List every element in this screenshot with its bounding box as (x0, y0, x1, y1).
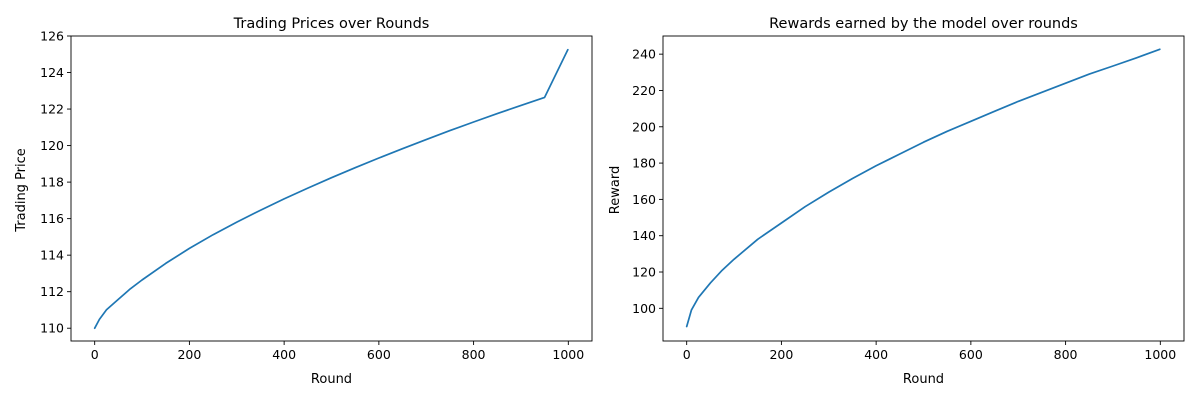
y-tick-label: 140 (632, 228, 656, 243)
x-tick-label: 0 (683, 347, 691, 362)
chart-rewards: Rewards earned by the model over rounds … (608, 16, 1185, 387)
x-tick-label: 800 (462, 347, 486, 362)
y-tick-label: 180 (632, 156, 656, 171)
y-tick-label: 120 (40, 138, 64, 153)
y-ticks: 100 120 140 160 180 200 220 240 (632, 47, 663, 316)
chart-title: Rewards earned by the model over rounds (769, 16, 1078, 32)
series-line (93, 48, 569, 330)
y-tick-label: 120 (632, 265, 656, 280)
x-axis-label: Round (311, 372, 352, 387)
x-tick-label: 1000 (1144, 347, 1176, 362)
y-tick-label: 160 (632, 192, 656, 207)
y-tick-label: 118 (40, 175, 64, 190)
y-axis-label: Trading Price (14, 148, 29, 233)
y-axis-label: Reward (608, 166, 623, 214)
x-tick-label: 400 (272, 347, 296, 362)
x-tick-label: 200 (769, 347, 793, 362)
y-tick-label: 114 (40, 248, 64, 263)
y-tick-label: 122 (40, 102, 64, 117)
y-tick-label: 100 (632, 301, 656, 316)
chart-trading-prices: Trading Prices over Rounds Round Trading… (14, 16, 593, 387)
y-tick-label: 124 (40, 65, 64, 80)
y-tick-label: 110 (40, 321, 64, 336)
series-lines (93, 48, 569, 330)
x-tick-label: 600 (367, 347, 391, 362)
x-tick-label: 400 (864, 347, 888, 362)
x-tick-label: 800 (1054, 347, 1078, 362)
x-tick-label: 600 (959, 347, 983, 362)
y-tick-label: 116 (40, 211, 64, 226)
series-line (685, 48, 1161, 328)
y-tick-label: 112 (40, 284, 64, 299)
x-axis-label: Round (903, 372, 944, 387)
x-tick-label: 0 (91, 347, 99, 362)
x-ticks: 0 200 400 600 800 1000 (91, 341, 584, 362)
y-tick-label: 220 (632, 83, 656, 98)
y-tick-label: 126 (40, 29, 64, 44)
y-tick-label: 200 (632, 119, 656, 134)
x-tick-label: 1000 (552, 347, 584, 362)
x-tick-label: 200 (177, 347, 201, 362)
x-ticks: 0 200 400 600 800 1000 (683, 341, 1176, 362)
y-ticks: 110 112 114 116 118 120 122 124 126 (40, 29, 71, 336)
chart-title: Trading Prices over Rounds (233, 16, 430, 32)
series-lines (685, 48, 1161, 328)
y-tick-label: 240 (632, 47, 656, 62)
plot-frame (70, 35, 593, 342)
plot-frame (662, 35, 1185, 342)
